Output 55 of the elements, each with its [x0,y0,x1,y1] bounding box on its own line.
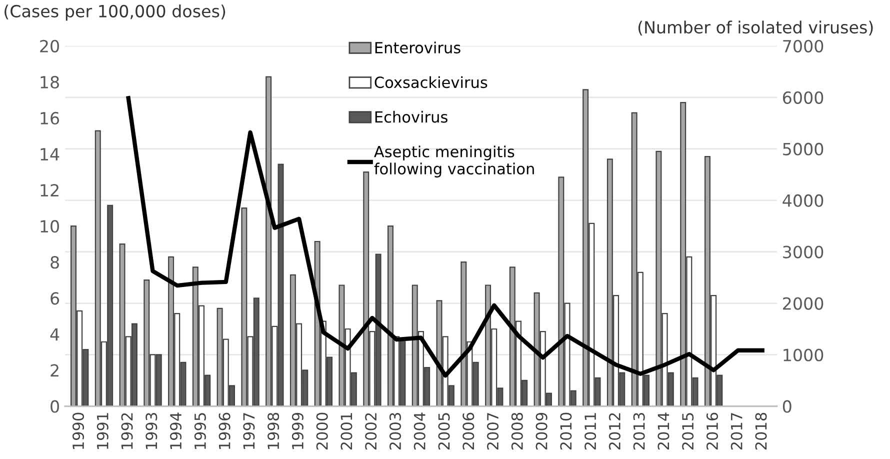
x-tick-label: 2012 [608,413,620,450]
y2-axis-title: (Number of isolated viruses) [638,20,873,36]
x-tick-label: 2000 [316,412,328,450]
y-tick-label: 16 [40,112,60,125]
y-tick-label: 0 [50,400,59,413]
line-series [126,96,764,378]
y-tick-label: 6 [50,292,60,305]
x-tick-label: 2006 [462,412,474,450]
x-tick-label: 1993 [146,412,158,449]
x-tick-label: 2010 [560,412,572,450]
x-tick-label: 2013 [633,412,645,450]
legend-label: Coxsackievirus [374,76,488,88]
x-tick-label: 2002 [365,413,377,450]
y-tick-label: 18 [40,76,59,88]
legend-label: Echovirus [375,110,448,123]
x-tick-label: 1990 [72,412,84,449]
x-tick-label: 2007 [486,413,499,450]
x-tick-label: 1998 [268,412,280,449]
x-tick-label: 2009 [536,412,548,450]
x-tick-label: 1994 [170,412,182,449]
x-tick-label: 1992 [121,413,133,449]
x-tick-label: 2005 [438,413,450,450]
y-tick-label: 12 [40,184,58,196]
x-tick-label: 1995 [194,413,206,449]
x-tick-label: 1991 [96,413,108,449]
legend-label: Aseptic meningitis following vaccination [374,146,534,178]
y2-tick-label: 7000 [783,40,824,52]
y2-tick-label: 5000 [783,142,824,156]
x-tick-label: 2017 [730,413,742,450]
x-tick-label: 1999 [292,412,304,449]
x-tick-label: 1996 [218,412,230,449]
y-tick-label: 20 [40,40,59,52]
x-tick-label: 1997 [243,413,255,449]
y-tick-label: 14 [40,148,60,160]
y-tick-label: 2 [50,364,58,377]
x-tick-label: 2016 [706,412,718,450]
x-tick-label: 2001 [340,413,352,450]
x-tick-label: 2004 [414,412,426,450]
y2-tick-label: 2000 [783,297,824,310]
x-tick-label: 2015 [682,413,694,450]
x-tick-label: 2008 [511,412,523,450]
y2-tick-label: 6000 [782,91,824,104]
y2-tick-label: 3000 [783,246,824,258]
y2-tick-label: 4000 [782,194,824,207]
y2-tick-label: 0 [782,400,792,413]
y-tick-label: 4 [50,328,60,340]
x-tick-label: 2018 [755,412,767,450]
x-tick-label: 2011 [584,413,596,450]
x-tick-label: 2014 [658,412,670,450]
legend-label: Enterovirus [375,42,460,54]
y-axis-title: (Cases per 100,000 doses) [4,4,226,21]
y2-tick-label: 1000 [784,348,824,362]
y-tick-label: 8 [50,256,59,269]
x-tick-label: 2003 [389,412,402,450]
y-tick-label: 10 [40,220,59,233]
